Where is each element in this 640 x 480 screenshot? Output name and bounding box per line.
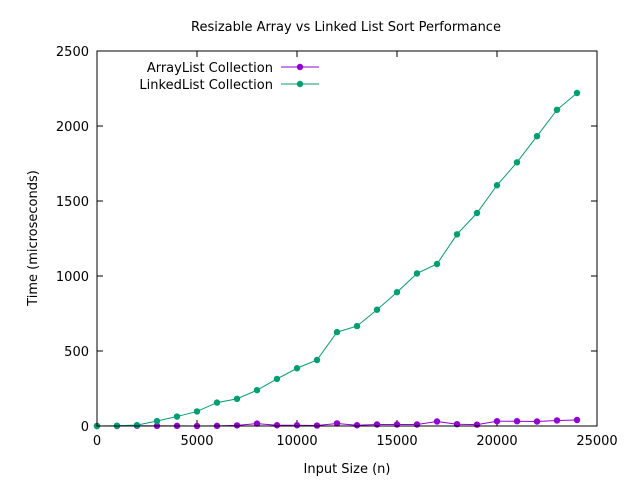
data-point bbox=[493, 182, 501, 189]
data-point bbox=[313, 356, 321, 364]
data-point bbox=[213, 399, 221, 406]
data-point bbox=[553, 417, 561, 424]
data-point bbox=[473, 421, 481, 428]
x-tick-label: 5000 bbox=[180, 434, 213, 449]
data-point bbox=[533, 133, 541, 140]
x-tick-label: 20000 bbox=[476, 434, 517, 449]
data-point bbox=[413, 270, 421, 277]
y-axis-label: Time (microseconds) bbox=[26, 170, 41, 307]
y-tick-label: 2500 bbox=[56, 45, 89, 60]
data-point bbox=[273, 375, 281, 383]
data-point bbox=[333, 328, 341, 336]
x-axis-label: Input Size (n) bbox=[304, 462, 391, 477]
series-layer bbox=[93, 89, 581, 430]
series-line bbox=[96, 92, 578, 427]
data-point bbox=[433, 260, 441, 268]
data-point bbox=[373, 306, 381, 313]
legend: ArrayList Collection LinkedList Collectio… bbox=[139, 61, 319, 93]
y-tick-label: 0 bbox=[81, 420, 89, 435]
data-point bbox=[513, 418, 521, 425]
data-point bbox=[193, 408, 201, 415]
data-point bbox=[373, 421, 381, 428]
data-point bbox=[173, 413, 181, 420]
x-tick-label: 0 bbox=[93, 434, 101, 449]
data-point bbox=[353, 422, 361, 429]
data-point bbox=[433, 418, 441, 425]
y-tick-label: 2000 bbox=[56, 120, 89, 135]
x-tick-label: 25000 bbox=[576, 434, 617, 449]
data-point bbox=[153, 417, 161, 425]
x-tick-label: 10000 bbox=[276, 434, 317, 449]
data-point bbox=[133, 421, 141, 429]
y-tick-label: 500 bbox=[64, 345, 89, 360]
y-tick-label: 1000 bbox=[56, 270, 89, 285]
legend-marker bbox=[296, 80, 304, 88]
data-point bbox=[473, 209, 481, 217]
legend-label: LinkedList Collection bbox=[139, 78, 273, 93]
data-point bbox=[393, 421, 401, 428]
plot-frame bbox=[96, 50, 598, 427]
chart-title: Resizable Array vs Linked List Sort Perf… bbox=[191, 20, 501, 35]
data-point bbox=[413, 421, 421, 428]
y-tick-label: 1500 bbox=[56, 195, 89, 210]
data-point bbox=[553, 106, 561, 114]
data-point bbox=[293, 422, 301, 429]
data-point bbox=[353, 322, 361, 330]
data-point bbox=[393, 289, 401, 296]
data-point bbox=[533, 418, 541, 425]
data-point bbox=[573, 89, 581, 97]
data-point bbox=[333, 420, 341, 427]
data-point bbox=[513, 159, 521, 166]
data-point bbox=[293, 365, 301, 372]
data-point bbox=[233, 422, 241, 429]
data-point bbox=[273, 422, 281, 429]
data-point bbox=[253, 386, 261, 394]
data-point bbox=[573, 416, 581, 424]
legend-marker bbox=[296, 63, 304, 71]
ticks-layer: 0 5000 10000 15000 20000 25000 0 500 1000 1500 200… bbox=[56, 45, 618, 449]
data-point bbox=[233, 395, 241, 403]
data-point bbox=[453, 231, 461, 238]
data-point bbox=[493, 418, 501, 425]
data-point bbox=[253, 420, 261, 427]
x-tick-label: 15000 bbox=[376, 434, 417, 449]
legend-label: ArrayList Collection bbox=[147, 61, 273, 76]
